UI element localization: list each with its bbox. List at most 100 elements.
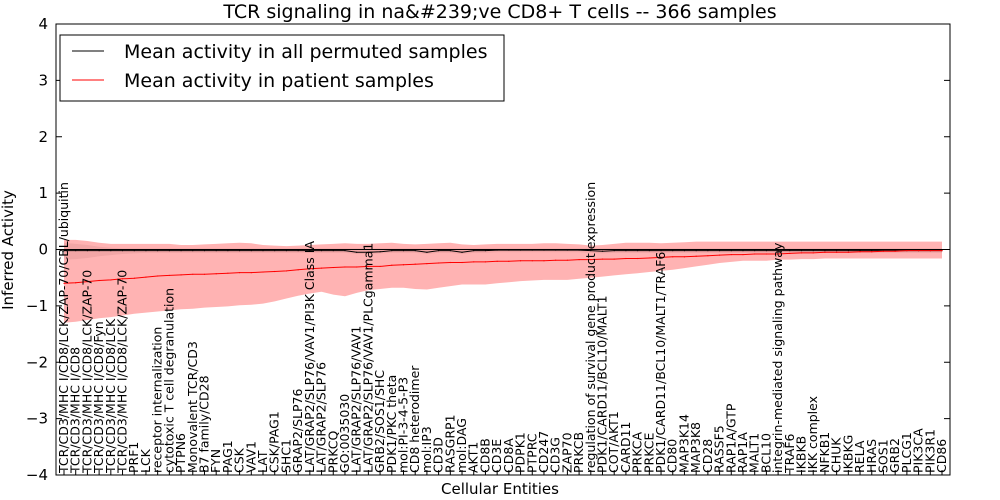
series-1-point-49 [637, 257, 639, 260]
x-tick-label: GO:0035030 [337, 394, 352, 473]
x-tick-label: PDK1/PKC theta [384, 375, 399, 473]
series-0-point-45 [590, 250, 592, 252]
series-1-point-51 [660, 256, 662, 258]
x-tick-label: CD80 [665, 439, 680, 473]
series-0-point-56 [718, 250, 721, 252]
series-0-point-4 [110, 250, 112, 252]
series-0-point-52 [672, 250, 674, 252]
series-1-point-31 [426, 262, 428, 265]
series-0-point-12 [203, 250, 206, 252]
series-0-point-65 [824, 250, 826, 252]
series-1-point-14 [227, 272, 229, 274]
y-tick-label: −2 [26, 353, 48, 371]
series-1-point-7 [145, 276, 147, 278]
series-0-point-9 [168, 250, 170, 252]
x-tick-label: HRAS [864, 439, 879, 473]
x-tick-label: PRKCQ [325, 431, 340, 473]
series-1-point-66 [836, 251, 838, 253]
x-tick-label: RAP1A/GTP [723, 403, 738, 473]
x-tick-label: AKT1 [466, 442, 481, 473]
series-0-point-20 [297, 250, 299, 252]
series-1-point-74 [929, 250, 931, 252]
series-0-point-44 [578, 249, 580, 251]
x-tick-label: RELA [852, 440, 867, 473]
series-0-point-2 [86, 250, 89, 252]
x-axis-label: Cellular Entities [441, 480, 559, 498]
x-tick-label: LAT/GRAP2/SLP76/VAV1/PLCgamma1 [360, 243, 375, 473]
x-tick-label: CARD11 [618, 422, 633, 474]
series-1-point-63 [800, 252, 803, 254]
series-0-point-66 [836, 250, 838, 252]
series-0-point-41 [543, 249, 545, 251]
series-1-point-13 [215, 273, 217, 275]
x-tick-label: CD3D [431, 437, 446, 473]
x-tick-label: mol:DAG [454, 418, 469, 473]
series-0-point-51 [660, 250, 662, 252]
series-0-point-68 [859, 250, 861, 252]
x-tick-label: Monovalent TCR/CD3 [185, 341, 200, 473]
x-tick-label: TCR/CD3/MHC I/CD8 [68, 347, 83, 474]
series-1-point-67 [847, 251, 849, 253]
series-1-point-15 [239, 272, 241, 274]
series-1-point-58 [742, 253, 744, 256]
series-1-point-62 [789, 252, 791, 255]
series-1-point-20 [297, 269, 299, 271]
series-1-point-35 [473, 261, 475, 263]
series-1-point-28 [391, 264, 393, 266]
x-tick-label: MAP3K14 [676, 414, 691, 473]
series-0-point-34 [461, 251, 463, 253]
x-tick-label: CD8A [501, 438, 516, 473]
series-1-point-73 [917, 250, 920, 252]
x-tick-label: PRKCE [641, 433, 656, 473]
x-tick-label: CD8B [477, 438, 492, 473]
series-0-point-59 [754, 250, 756, 252]
series-1-point-26 [367, 265, 369, 268]
series-1-point-36 [484, 261, 487, 263]
series-0-point-62 [789, 250, 791, 252]
y-tick-label: −4 [26, 466, 48, 484]
x-tick-label: IKK complex [805, 396, 820, 473]
x-tick-label: receptor internalization [150, 327, 165, 473]
series-0-point-22 [320, 250, 323, 252]
x-tick-label: CSK [232, 447, 247, 473]
x-tick-label: SOS1 [875, 439, 890, 473]
series-1-point-11 [192, 273, 194, 275]
x-tick-label: RASGRP1 [442, 414, 457, 473]
series-1-point-4 [110, 279, 112, 281]
x-tick-label: PRKCB [571, 432, 586, 473]
series-0-point-26 [367, 251, 369, 253]
y-tick-label: 0 [38, 241, 48, 259]
series-1-point-52 [672, 256, 674, 258]
series-1-point-16 [250, 272, 252, 274]
series-0-point-24 [344, 250, 346, 252]
series-1-point-69 [871, 251, 873, 253]
series-0-point-57 [730, 250, 732, 252]
x-tick-label: mol:IP3 [419, 426, 434, 473]
series-1-point-8 [157, 275, 159, 277]
series-1-point-29 [402, 264, 405, 266]
series-1-point-19 [285, 270, 288, 272]
series-0-point-64 [812, 250, 814, 252]
series-0-point-11 [192, 250, 194, 252]
series-1-point-44 [578, 259, 580, 261]
x-tick-label: PLCG1 [899, 432, 914, 473]
x-tick-label: TCR/CD3/MHC I/CD8/Fyn [91, 321, 106, 474]
series-1-point-33 [449, 261, 451, 264]
x-tick-label: GRB2 [887, 438, 902, 473]
series-1-point-71 [894, 250, 896, 252]
x-tick-label: PRKCA [630, 432, 645, 473]
x-tick-label: IKBKB [794, 436, 809, 473]
y-tick-label: 1 [38, 184, 48, 202]
series-1-point-39 [519, 260, 522, 262]
x-tick-label: CD8 heterodimer [407, 365, 422, 473]
legend: Mean activity in all permuted samples Me… [59, 34, 505, 102]
legend-label-permuted: Mean activity in all permuted samples [124, 41, 487, 63]
chart-title: TCR signaling in na&#239;ve CD8+ T cells… [222, 1, 776, 23]
series-1-point-18 [274, 270, 276, 273]
series-1-point-46 [601, 258, 604, 260]
series-1-point-75 [941, 250, 943, 252]
series-0-point-16 [250, 250, 252, 252]
series-0-point-58 [742, 250, 744, 252]
plot-area: −4 −3 −2 −1 0 1 2 3 4 TCR/CD3/MHC I/CD8/LCK/ZAP-7… [26, 15, 951, 484]
